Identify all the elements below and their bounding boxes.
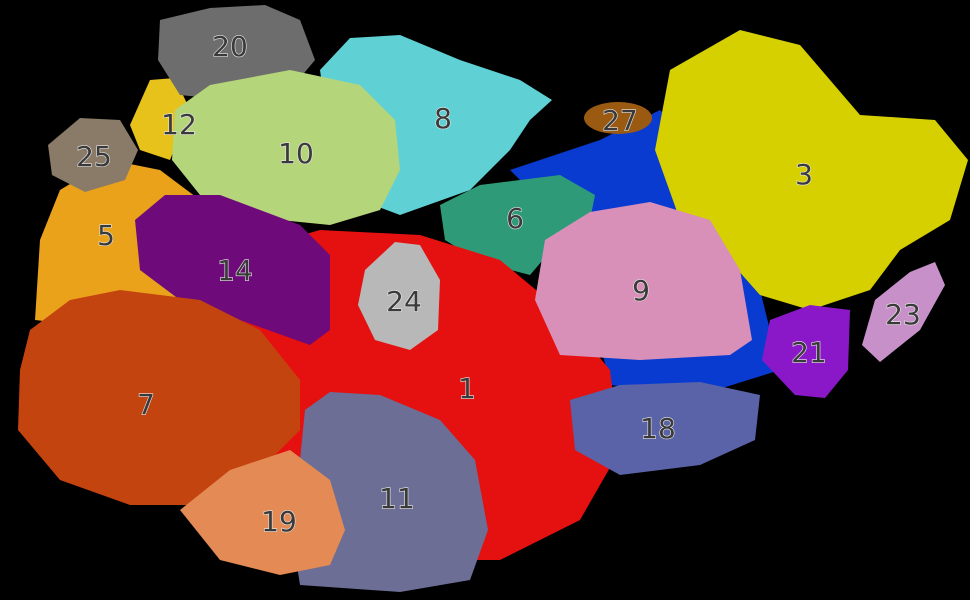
region-6 [440,175,595,275]
region-9 [535,202,752,360]
region-14 [135,195,330,345]
region-label: 10 [278,137,314,170]
region-label: 7 [137,388,155,421]
region-21 [762,305,850,398]
region-label: 24 [386,285,422,318]
region-19 [180,450,345,575]
region-label: 14 [217,254,253,287]
region-label: 3 [795,158,813,191]
region-23 [862,262,945,362]
region-label: 23 [885,298,921,331]
region-label: 25 [76,140,112,173]
region-label: 9 [632,274,650,307]
region-18 [570,382,760,475]
region-24 [358,242,440,350]
region-label: 8 [434,102,452,135]
region-10 [172,70,400,225]
region-label: 19 [261,505,297,538]
region-label: 27 [602,104,638,137]
region-27 [584,102,652,134]
region-label: 21 [791,336,827,369]
region-3 [655,30,968,310]
region-label: 18 [640,412,676,445]
region-label: 11 [379,482,415,515]
region-label: 20 [212,30,248,63]
region-25 [48,118,138,192]
region-label: 5 [97,219,115,252]
region-label: 12 [161,108,197,141]
region-7 [18,290,300,505]
region-label: 6 [506,202,524,235]
region-label: 1 [458,372,476,405]
